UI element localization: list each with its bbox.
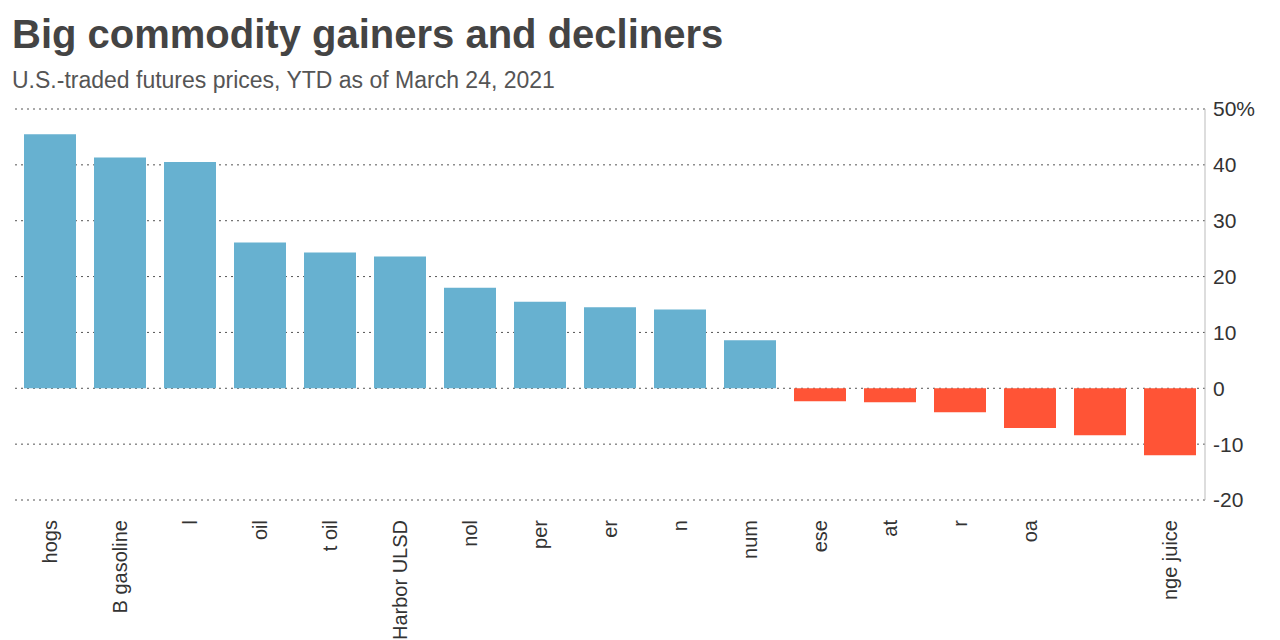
svg-text:n: n: [669, 520, 691, 531]
svg-text:B gasoline: B gasoline: [109, 520, 131, 613]
svg-text:num: num: [739, 520, 761, 559]
svg-text:er: er: [599, 520, 621, 538]
svg-text:50%: 50%: [1213, 97, 1255, 120]
svg-text:at: at: [879, 520, 901, 537]
svg-text:nol: nol: [459, 520, 481, 547]
svg-text:10: 10: [1213, 321, 1236, 344]
svg-text:-20: -20: [1213, 488, 1243, 511]
html-text:Big commodity gainers and decl: Big commodity gainers and decliners: [12, 12, 724, 56]
svg-text:oil: oil: [249, 520, 271, 540]
svg-text:ese: ese: [809, 520, 831, 552]
svg-text:r: r: [949, 520, 971, 527]
svg-text:per: per: [529, 520, 551, 549]
html-text:U.S.-traded futures prices, YT: U.S.-traded futures prices, YTD as of Ma…: [12, 67, 555, 93]
svg-text:nge juice: nge juice: [1159, 520, 1181, 600]
svg-text:l: l: [179, 520, 201, 524]
svg-text:40: 40: [1213, 153, 1236, 176]
svg-text:hogs: hogs: [39, 520, 61, 563]
svg-text:20: 20: [1213, 265, 1236, 288]
svg-text:-10: -10: [1213, 433, 1243, 456]
svg-text:t oil: t oil: [319, 520, 341, 551]
svg-text:Harbor ULSD: Harbor ULSD: [389, 520, 411, 640]
svg-text:30: 30: [1213, 209, 1236, 232]
svg-text:0: 0: [1213, 377, 1225, 400]
svg-text:oa: oa: [1019, 519, 1041, 542]
